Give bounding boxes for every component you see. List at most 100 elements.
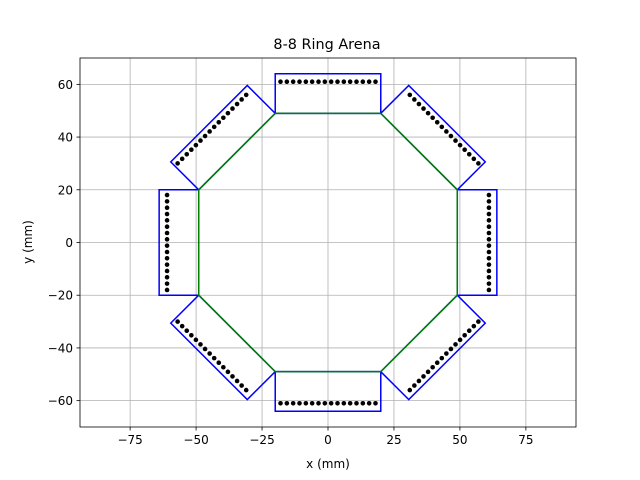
data-point	[486, 281, 492, 286]
data-point	[347, 79, 353, 85]
x-axis-label: x (mm)	[306, 457, 350, 471]
x-tick-label: −75	[117, 433, 142, 447]
data-point	[239, 383, 244, 388]
data-point	[407, 92, 413, 98]
data-point	[425, 110, 431, 116]
data-point	[416, 378, 422, 384]
data-point	[243, 387, 249, 393]
data-point	[225, 110, 231, 116]
data-point	[164, 205, 170, 211]
data-point	[189, 332, 194, 338]
data-point	[164, 192, 170, 198]
data-point	[335, 79, 340, 85]
data-point	[297, 400, 302, 406]
data-point	[421, 106, 426, 111]
data-point	[360, 400, 366, 406]
data-point	[230, 374, 235, 379]
data-point	[198, 138, 203, 143]
data-point	[202, 133, 208, 139]
data-point	[486, 262, 492, 267]
data-point	[486, 230, 492, 236]
data-point	[486, 211, 492, 217]
y-tick-label: −60	[48, 394, 73, 408]
data-point	[164, 224, 170, 229]
data-point	[457, 337, 463, 343]
data-point	[322, 400, 328, 406]
data-point	[278, 79, 283, 85]
y-tick-label: 40	[58, 131, 73, 145]
data-point	[221, 364, 226, 370]
data-point	[230, 106, 235, 111]
y-tick-label: −40	[48, 341, 73, 355]
data-point	[164, 199, 170, 204]
data-point	[278, 400, 283, 406]
data-point	[462, 332, 467, 338]
plot-area	[158, 73, 498, 412]
chart-title: 8-8 Ring Arena	[273, 37, 380, 53]
data-point	[309, 79, 315, 85]
data-point	[164, 243, 170, 248]
data-point	[373, 79, 378, 85]
data-point	[448, 346, 454, 352]
data-point	[284, 400, 290, 406]
data-point	[216, 360, 222, 365]
data-point	[322, 79, 328, 85]
data-point	[239, 97, 244, 102]
data-point	[457, 142, 463, 148]
data-point	[373, 400, 378, 406]
data-point	[360, 79, 366, 85]
data-point	[486, 287, 492, 293]
data-point	[486, 274, 492, 280]
data-point	[211, 124, 217, 130]
data-point	[407, 387, 413, 393]
data-point	[471, 156, 477, 162]
data-point	[303, 400, 309, 406]
data-point	[466, 328, 472, 334]
data-point	[328, 400, 334, 406]
data-point	[486, 218, 492, 223]
data-point	[425, 369, 431, 375]
data-point	[221, 115, 226, 121]
x-tick-label: −50	[183, 433, 208, 447]
data-point	[175, 161, 180, 166]
data-point	[179, 323, 185, 329]
data-point	[193, 142, 199, 148]
data-point	[284, 79, 290, 85]
data-point	[354, 79, 359, 85]
data-point	[486, 237, 492, 242]
data-point	[354, 400, 359, 406]
data-point	[316, 79, 321, 85]
data-point	[421, 374, 426, 379]
y-tick-label: 20	[58, 183, 73, 197]
data-point	[225, 369, 231, 375]
data-point	[476, 161, 481, 166]
axis-ticks: −75 −50 −25 0 25 50 75 −60 −40 −20 0 20 40 60	[48, 78, 534, 447]
data-point	[416, 101, 422, 107]
x-tick-label: 75	[518, 433, 533, 447]
y-tick-label: 60	[58, 78, 73, 92]
data-point	[290, 79, 296, 85]
data-point	[164, 237, 170, 242]
data-point	[175, 319, 180, 324]
data-point	[207, 351, 212, 356]
data-point	[164, 211, 170, 217]
data-point	[486, 224, 492, 229]
data-point	[164, 268, 170, 274]
x-tick-label: −25	[249, 433, 274, 447]
data-point	[164, 274, 170, 280]
x-tick-label: 25	[386, 433, 401, 447]
data-point	[202, 346, 208, 352]
data-point	[486, 205, 492, 211]
data-point	[430, 115, 435, 121]
data-point	[466, 151, 472, 157]
data-point	[453, 138, 458, 143]
data-point	[366, 400, 372, 406]
data-point	[184, 151, 190, 157]
data-point	[444, 129, 449, 134]
data-point	[341, 400, 347, 406]
data-point	[328, 79, 334, 85]
y-tick-label: 0	[65, 236, 73, 250]
data-point	[164, 287, 170, 293]
y-axis-label: y (mm)	[21, 220, 35, 264]
